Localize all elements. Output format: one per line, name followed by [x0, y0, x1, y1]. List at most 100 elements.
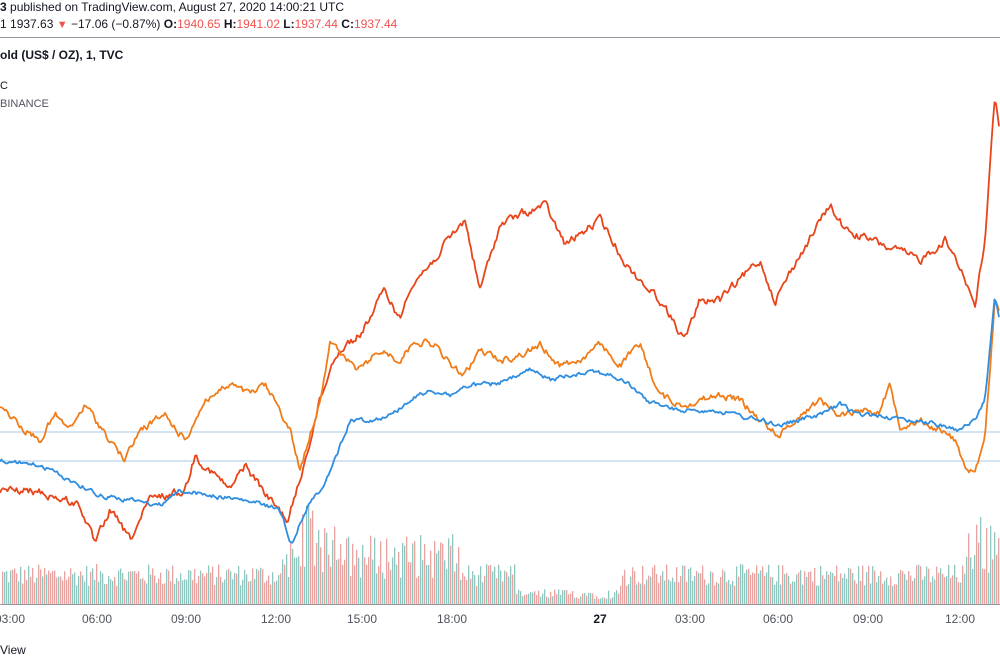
volume-bar: [964, 573, 966, 604]
volume-bar: [238, 565, 240, 604]
volume-bar: [900, 569, 902, 604]
volume-bar: [610, 598, 612, 604]
volume-bar: [736, 566, 738, 604]
volume-bar: [50, 573, 52, 604]
volume-bar: [468, 565, 470, 604]
volume-bar: [496, 578, 498, 604]
volume-bar: [566, 590, 568, 604]
ohlc-readout: 1 1937.63 ▼ −17.06 (−0.87%) O:1940.65 H:…: [0, 17, 397, 31]
volume-bar: [362, 544, 364, 604]
volume-bar: [686, 581, 688, 604]
volume-bar: [452, 534, 454, 604]
red-series-line: [0, 101, 1000, 542]
volume-bar: [924, 576, 926, 604]
publisher-username[interactable]: 3: [0, 0, 7, 14]
legend-item[interactable]: BINANCE: [0, 98, 49, 110]
volume-bar: [904, 574, 906, 604]
volume-bar: [418, 575, 420, 604]
volume-bar: [788, 575, 790, 604]
volume-bar: [342, 564, 344, 604]
volume-bar: [268, 575, 270, 604]
volume-bar: [590, 593, 592, 604]
volume-bar: [986, 527, 988, 604]
main-symbol-label[interactable]: old (US$ / OZ), 1, TVC: [0, 48, 124, 62]
volume-bar: [536, 595, 538, 604]
volume-bar: [460, 579, 462, 604]
volume-bar: [420, 535, 422, 604]
volume-bar: [770, 576, 772, 604]
volume-bar: [884, 580, 886, 604]
volume-bar: [974, 554, 976, 604]
legend-item[interactable]: C: [0, 80, 8, 92]
volume-bar: [594, 598, 596, 604]
price-guide-lines: [0, 431, 1000, 462]
volume-bar: [20, 566, 22, 604]
volume-bar: [324, 528, 326, 604]
volume-bar: [38, 564, 40, 604]
volume-bar: [540, 596, 542, 604]
volume-bar: [374, 537, 376, 604]
volume-bar: [626, 585, 628, 604]
volume-bar: [926, 566, 928, 604]
volume-bar: [936, 566, 938, 604]
volume-bar: [384, 578, 386, 604]
volume-bars: [2, 505, 1000, 604]
volume-bar: [928, 568, 930, 604]
volume-bar: [188, 569, 190, 604]
volume-bar: [258, 570, 260, 604]
volume-bar: [494, 566, 496, 604]
volume-bar: [330, 566, 332, 604]
volume-bar: [806, 577, 808, 604]
volume-bar: [504, 570, 506, 604]
volume-bar: [510, 566, 512, 604]
price-chart[interactable]: [0, 38, 1000, 604]
volume-bar: [992, 559, 994, 604]
volume-bar: [740, 564, 742, 604]
volume-bar: [778, 564, 780, 604]
volume-bar: [602, 597, 604, 604]
volume-bar: [398, 552, 400, 604]
volume-bar: [346, 538, 348, 604]
volume-bar: [378, 565, 380, 604]
volume-bar: [798, 572, 800, 604]
volume-bar: [954, 564, 956, 604]
volume-bar: [990, 525, 992, 604]
volume-bar: [162, 583, 164, 604]
volume-bar: [216, 577, 218, 604]
volume-bar: [302, 514, 304, 604]
volume-bar: [896, 584, 898, 604]
volume-bar: [932, 576, 934, 604]
volume-bar: [102, 573, 104, 604]
volume-bar: [628, 584, 630, 604]
price-change: −17.06 (−0.87%): [71, 17, 161, 31]
high-value: 1941.02: [236, 17, 280, 31]
volume-bar: [966, 556, 968, 604]
volume-bar: [62, 580, 64, 604]
volume-bar: [76, 585, 78, 604]
volume-bar: [670, 581, 672, 604]
volume-bar: [136, 573, 138, 604]
volume-bar: [64, 571, 66, 604]
time-tick-label: 12:00: [944, 612, 976, 626]
volume-bar: [922, 579, 924, 604]
volume-bar: [18, 581, 20, 604]
volume-bar: [194, 569, 196, 604]
volume-bar: [508, 576, 510, 604]
volume-bar: [210, 572, 212, 604]
volume-bar: [824, 578, 826, 604]
low-label: L:: [283, 17, 295, 31]
volume-bar: [818, 585, 820, 604]
volume-bar: [256, 568, 258, 604]
volume-bar: [552, 596, 554, 604]
volume-bar: [440, 542, 442, 604]
blue-series-line: [0, 298, 1000, 544]
volume-bar: [94, 579, 96, 604]
volume-bar: [832, 572, 834, 604]
volume-bar: [728, 579, 730, 604]
volume-bar: [358, 557, 360, 604]
volume-bar: [482, 582, 484, 604]
volume-bar: [874, 570, 876, 604]
volume-bar: [780, 584, 782, 604]
volume-bar: [6, 571, 8, 604]
volume-bar: [500, 570, 502, 604]
